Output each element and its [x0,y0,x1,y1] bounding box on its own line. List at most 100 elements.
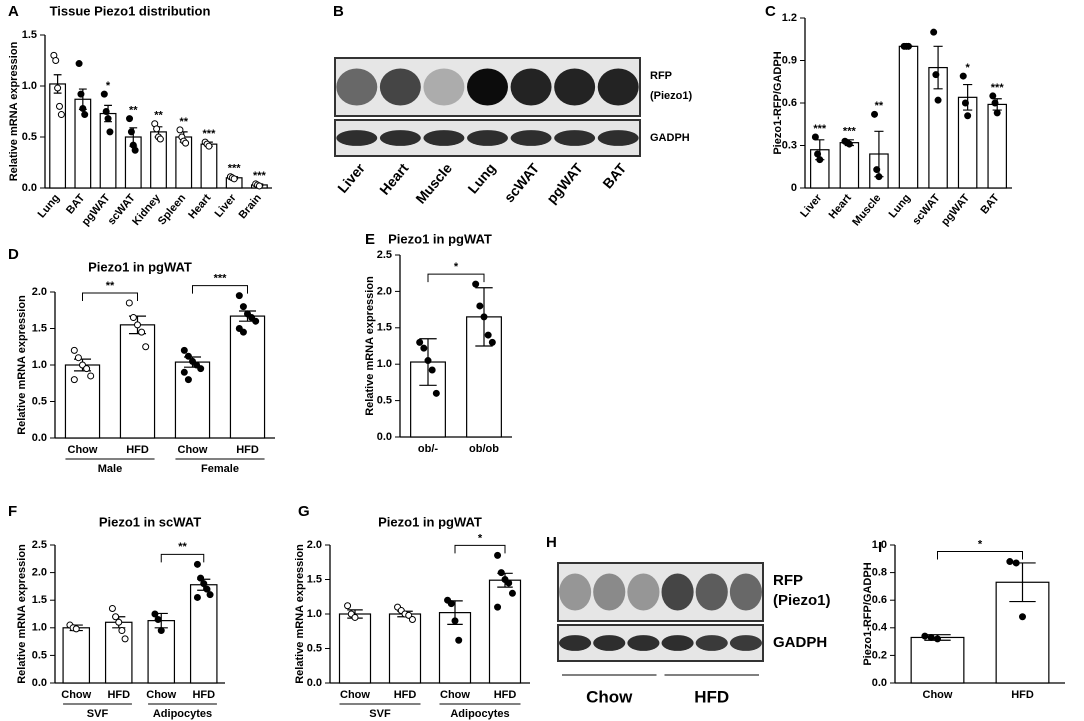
data-point [252,317,260,325]
significance-label: ** [875,100,884,112]
data-point [476,302,484,310]
data-point [118,627,126,635]
data-point [115,618,123,626]
comparison-label: *** [214,273,228,285]
panel: F Piezo1 in scWAT Relative mRNA expression… [8,503,225,720]
panel: A Tissue Piezo1 distribution Relative mRNA… [8,3,272,228]
x-tick-label: Chow [923,689,953,701]
panel-letter: A [8,3,19,20]
data-point [871,110,879,118]
x-tick-label: Brain [237,192,264,221]
data-point [77,90,85,98]
panel-letter: G [298,503,310,520]
data-point [184,376,192,384]
y-axis-label: Relative mRNA expression [16,544,28,684]
data-point [1006,558,1014,566]
significance-label: ** [154,110,163,122]
y-tick-label: 0.5 [377,395,392,407]
data-point [138,328,146,336]
data-point [79,104,87,112]
comparison-bracket [192,285,248,294]
x-tick-label: ob/ob [469,443,499,455]
y-tick-label: 1.2 [782,12,797,24]
data-point [154,616,162,624]
blot-band [661,635,694,651]
data-point [57,111,65,119]
data-point [451,617,459,625]
blot-band [510,130,552,146]
data-point [875,173,883,181]
blot-band [554,130,596,146]
y-tick-label: 2.5 [32,539,47,551]
bar [119,324,156,439]
western-blot: B RFP (Piezo1) GADPH Liver Heart Muscle Lung scW… [333,3,693,207]
data-point [455,636,463,644]
x-tick-label: Spleen [156,192,189,228]
blot-band [627,635,660,651]
bar [388,613,422,684]
x-tick-label: BAT [64,192,87,217]
panel: G Piezo1 in pgWAT Relative mRNA expression… [294,503,530,720]
x-tick-label: Lung [36,192,62,220]
group-label: Male [98,463,122,475]
data-point [142,343,150,351]
data-point [930,28,938,36]
y-tick-label: 1.0 [32,359,47,371]
blot-band [554,68,596,106]
x-tick-label: Liver [798,192,825,220]
comparison-label: * [478,532,483,544]
lane-label: Heart [376,160,411,198]
x-tick-label: Heart [827,192,854,222]
comparison-bracket [427,273,485,283]
data-point [1012,559,1020,567]
data-point [52,57,60,64]
y-tick-label: 1.5 [22,29,37,41]
data-point [408,616,416,624]
lane-label: Lung [464,160,498,196]
y-axis-label: Relative mRNA expression [8,41,20,181]
significance-label: *** [843,126,857,138]
comparison-label: * [978,538,983,550]
data-point [424,357,432,365]
data-point [203,585,211,593]
y-tick-label: 2.0 [377,285,392,297]
blot-band [379,68,421,106]
blot-band [467,68,508,106]
x-tick-label: HFD [107,689,130,701]
x-tick-label: HFD [192,689,215,701]
comparison-label: ** [106,280,115,292]
data-point [505,579,513,587]
x-tick-label: Chow [340,689,370,701]
y-tick-label: 0.9 [782,54,797,66]
data-point [497,569,505,577]
error-bar [963,83,973,111]
data-point [54,84,62,92]
y-tick-label: 2.0 [32,286,47,298]
lane-label: pgWAT [543,160,586,207]
data-point [193,560,201,568]
data-point [74,354,82,362]
bar [229,315,266,439]
lane-label: BAT [599,160,629,192]
blot-band [379,130,421,146]
data-point [989,92,997,100]
data-point [494,603,502,611]
y-axis-label: Relative mRNA expression [294,544,306,684]
data-point [447,600,455,608]
comparison-label: * [454,261,459,273]
x-tick-label: scWAT [910,192,942,227]
y-tick-label: 0.2 [872,649,887,661]
x-tick-label: Chow [61,689,91,701]
y-axis-label: Piezo1-RFP/GADPH [772,51,784,154]
data-point [87,372,95,380]
blot-band [597,130,639,146]
lane-label: scWAT [501,160,543,206]
x-tick-label: Chow [68,444,98,456]
bar [64,364,101,439]
panel-letter: F [8,503,17,520]
panel: D Piezo1 in pgWAT Relative mRNA expression… [8,246,275,475]
blot-band [729,635,762,651]
panel-letter: I [878,539,882,556]
significance-label: ** [179,116,188,128]
